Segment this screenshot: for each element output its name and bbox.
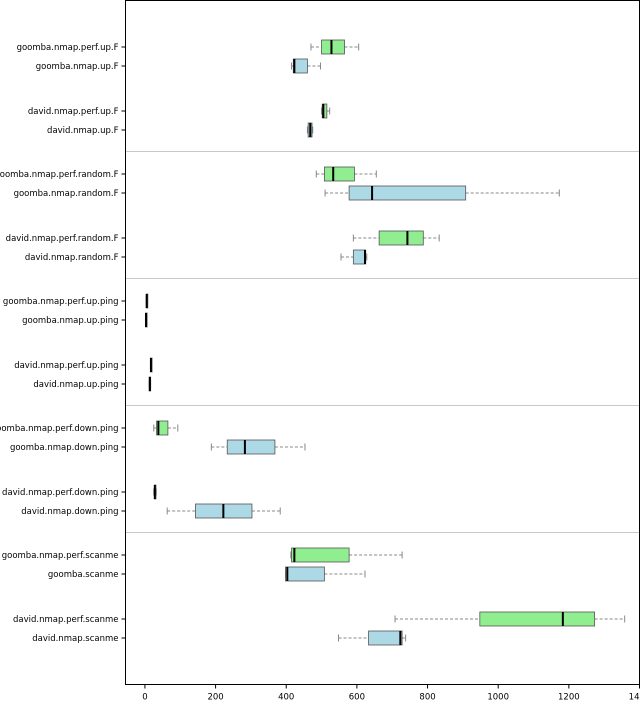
- box-david.nmap.perf.scanme: [394, 611, 626, 627]
- box-goomba.nmap.up.ping: [144, 312, 148, 328]
- y-tick-labels: goomba.nmap.perf.up.F goomba.nmap.up.F dav…: [0, 43, 126, 644]
- y-tick-label: david.nmap.down.ping: [21, 507, 118, 517]
- box-plots: [144, 39, 626, 646]
- box-goomba.nmap.perf.up.F: [310, 39, 360, 55]
- y-tick-label: david.nmap.perf.scanme: [13, 615, 118, 625]
- y-tick-label: david.nmap.perf.up.F: [28, 107, 119, 117]
- box-david.nmap.down.ping: [166, 503, 281, 519]
- box-goomba.nmap.perf.random.F: [315, 166, 377, 182]
- x-axis: 0 200 400 600 800 1000 1200 1400: [142, 684, 640, 703]
- box-goomba.nmap.perf.down.ping: [153, 420, 179, 436]
- x-tick-label: 1400: [629, 693, 640, 703]
- x-tick-label: 1000: [487, 693, 509, 703]
- y-tick-label: david.nmap.up.ping: [33, 380, 118, 390]
- iqr-box: [321, 103, 328, 119]
- box-david.nmap.perf.down.ping: [153, 484, 157, 500]
- y-tick-label: david.nmap.scanme: [32, 634, 118, 644]
- box-goomba.nmap.down.ping: [210, 439, 306, 455]
- iqr-box: [323, 166, 355, 182]
- y-tick-label: david.nmap.random.F: [25, 253, 119, 263]
- iqr-box: [321, 39, 345, 55]
- iqr-box: [348, 185, 467, 201]
- iqr-box: [156, 420, 169, 436]
- box-goomba.nmap.perf.up.ping: [145, 293, 149, 309]
- box-david.nmap.perf.up.F: [321, 103, 331, 119]
- y-tick-label: goomba.nmap.perf.down.ping: [0, 424, 119, 434]
- box-goomba.nmap.perf.scanme: [290, 547, 403, 563]
- iqr-box: [479, 611, 596, 627]
- x-tick-label: 800: [419, 693, 435, 703]
- panel-separators: [125, 151, 640, 533]
- y-tick-label: goomba.nmap.up.ping: [22, 316, 118, 326]
- y-tick-label: goomba.nmap.perf.up.F: [17, 43, 119, 53]
- y-tick-label: david.nmap.perf.random.F: [6, 234, 119, 244]
- y-tick-label: goomba.nmap.up.F: [36, 62, 119, 72]
- box-david.nmap.up.ping: [148, 376, 152, 392]
- y-tick-label: goomba.nmap.perf.scanme: [2, 551, 119, 561]
- box-david.nmap.random.F: [340, 249, 368, 265]
- box-david.nmap.perf.random.F: [352, 230, 440, 246]
- iqr-box: [285, 566, 325, 582]
- iqr-box: [292, 58, 308, 74]
- x-tick-label: 1200: [558, 693, 580, 703]
- plot-frame: [125, 0, 640, 685]
- x-tick-label: 600: [349, 693, 365, 703]
- y-tick-label: goomba.nmap.down.ping: [10, 443, 119, 453]
- y-tick-label: david.nmap.up.F: [47, 126, 119, 136]
- box-david.nmap.scanme: [338, 630, 407, 646]
- x-tick-label: 200: [207, 693, 223, 703]
- box-goomba.scanme: [285, 566, 366, 582]
- x-tick-label: 400: [278, 693, 294, 703]
- box-david.nmap.up.F: [306, 122, 314, 138]
- y-tick-label: goomba.nmap.perf.random.F: [0, 170, 119, 180]
- box-goomba.nmap.up.F: [291, 58, 322, 74]
- y-tick-label: goomba.nmap.random.F: [14, 189, 119, 199]
- y-tick-label: david.nmap.perf.up.ping: [14, 361, 118, 371]
- iqr-box: [368, 630, 403, 646]
- iqr-box: [291, 547, 350, 563]
- iqr-box: [352, 249, 367, 265]
- box-david.nmap.perf.up.ping: [149, 357, 153, 373]
- iqr-box: [378, 230, 424, 246]
- y-tick-label: david.nmap.perf.down.ping: [2, 488, 118, 498]
- iqr-box: [226, 439, 276, 455]
- box-goomba.nmap.random.F: [324, 185, 560, 201]
- y-tick-label: goomba.nmap.perf.up.ping: [3, 297, 119, 307]
- y-tick-label: goomba.scanme: [48, 570, 119, 580]
- x-tick-label: 0: [142, 693, 147, 703]
